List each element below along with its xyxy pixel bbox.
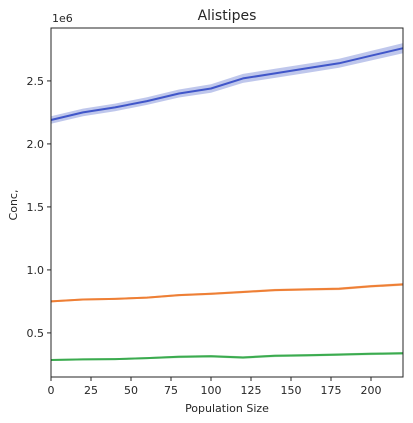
x-axis: 0 25 50 75 100 125 150 175 200 [48,377,382,397]
x-tick-label: 25 [84,384,98,397]
x-tick-label: 125 [241,384,262,397]
x-tick-label: 175 [321,384,342,397]
plot-frame [50,27,404,378]
y-tick-label: 1.0 [27,264,45,277]
x-tick-label: 150 [281,384,302,397]
x-tick-label: 0 [48,384,55,397]
x-axis-label: Population Size [185,402,269,415]
series-3-line [50,352,404,361]
series-2-line [50,283,404,303]
y-offset-label: 1e6 [52,12,73,25]
x-tick-label: 200 [361,384,382,397]
chart-title: Alistipes [198,8,257,24]
x-tick-label: 100 [201,384,222,397]
series-1-line [50,47,404,121]
y-tick-label: 1.5 [27,201,45,214]
x-tick-label: 50 [124,384,138,397]
y-tick-label: 0.5 [27,327,45,340]
y-tick-label: 2.0 [27,138,45,151]
y-axis-label: Conc, [7,190,20,221]
y-tick-label: 2.5 [27,75,45,88]
plot-area [50,43,404,361]
x-tick-label: 75 [164,384,178,397]
y-axis: 0.5 1.0 1.5 2.0 2.5 [27,75,51,340]
